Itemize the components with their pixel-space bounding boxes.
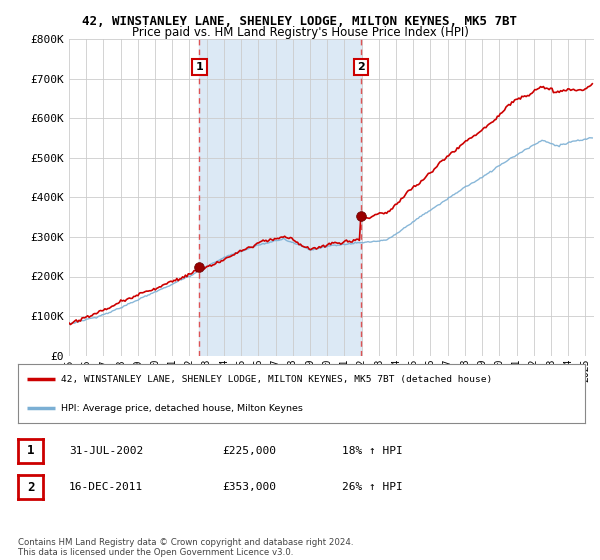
Text: £225,000: £225,000	[222, 446, 276, 456]
Text: £353,000: £353,000	[222, 482, 276, 492]
Text: 1: 1	[27, 444, 34, 458]
Text: 18% ↑ HPI: 18% ↑ HPI	[342, 446, 403, 456]
Text: 16-DEC-2011: 16-DEC-2011	[69, 482, 143, 492]
Text: 2: 2	[27, 480, 34, 494]
Bar	[199, 39, 361, 356]
Text: 26% ↑ HPI: 26% ↑ HPI	[342, 482, 403, 492]
Text: Price paid vs. HM Land Registry's House Price Index (HPI): Price paid vs. HM Land Registry's House …	[131, 26, 469, 39]
Text: 31-JUL-2002: 31-JUL-2002	[69, 446, 143, 456]
Text: HPI: Average price, detached house, Milton Keynes: HPI: Average price, detached house, Milt…	[61, 404, 302, 413]
Text: 1: 1	[196, 62, 203, 72]
Text: 42, WINSTANLEY LANE, SHENLEY LODGE, MILTON KEYNES, MK5 7BT (detached house): 42, WINSTANLEY LANE, SHENLEY LODGE, MILT…	[61, 375, 492, 384]
Text: 2: 2	[357, 62, 365, 72]
Text: 42, WINSTANLEY LANE, SHENLEY LODGE, MILTON KEYNES, MK5 7BT: 42, WINSTANLEY LANE, SHENLEY LODGE, MILT…	[83, 15, 517, 28]
Text: Contains HM Land Registry data © Crown copyright and database right 2024.
This d: Contains HM Land Registry data © Crown c…	[18, 538, 353, 557]
